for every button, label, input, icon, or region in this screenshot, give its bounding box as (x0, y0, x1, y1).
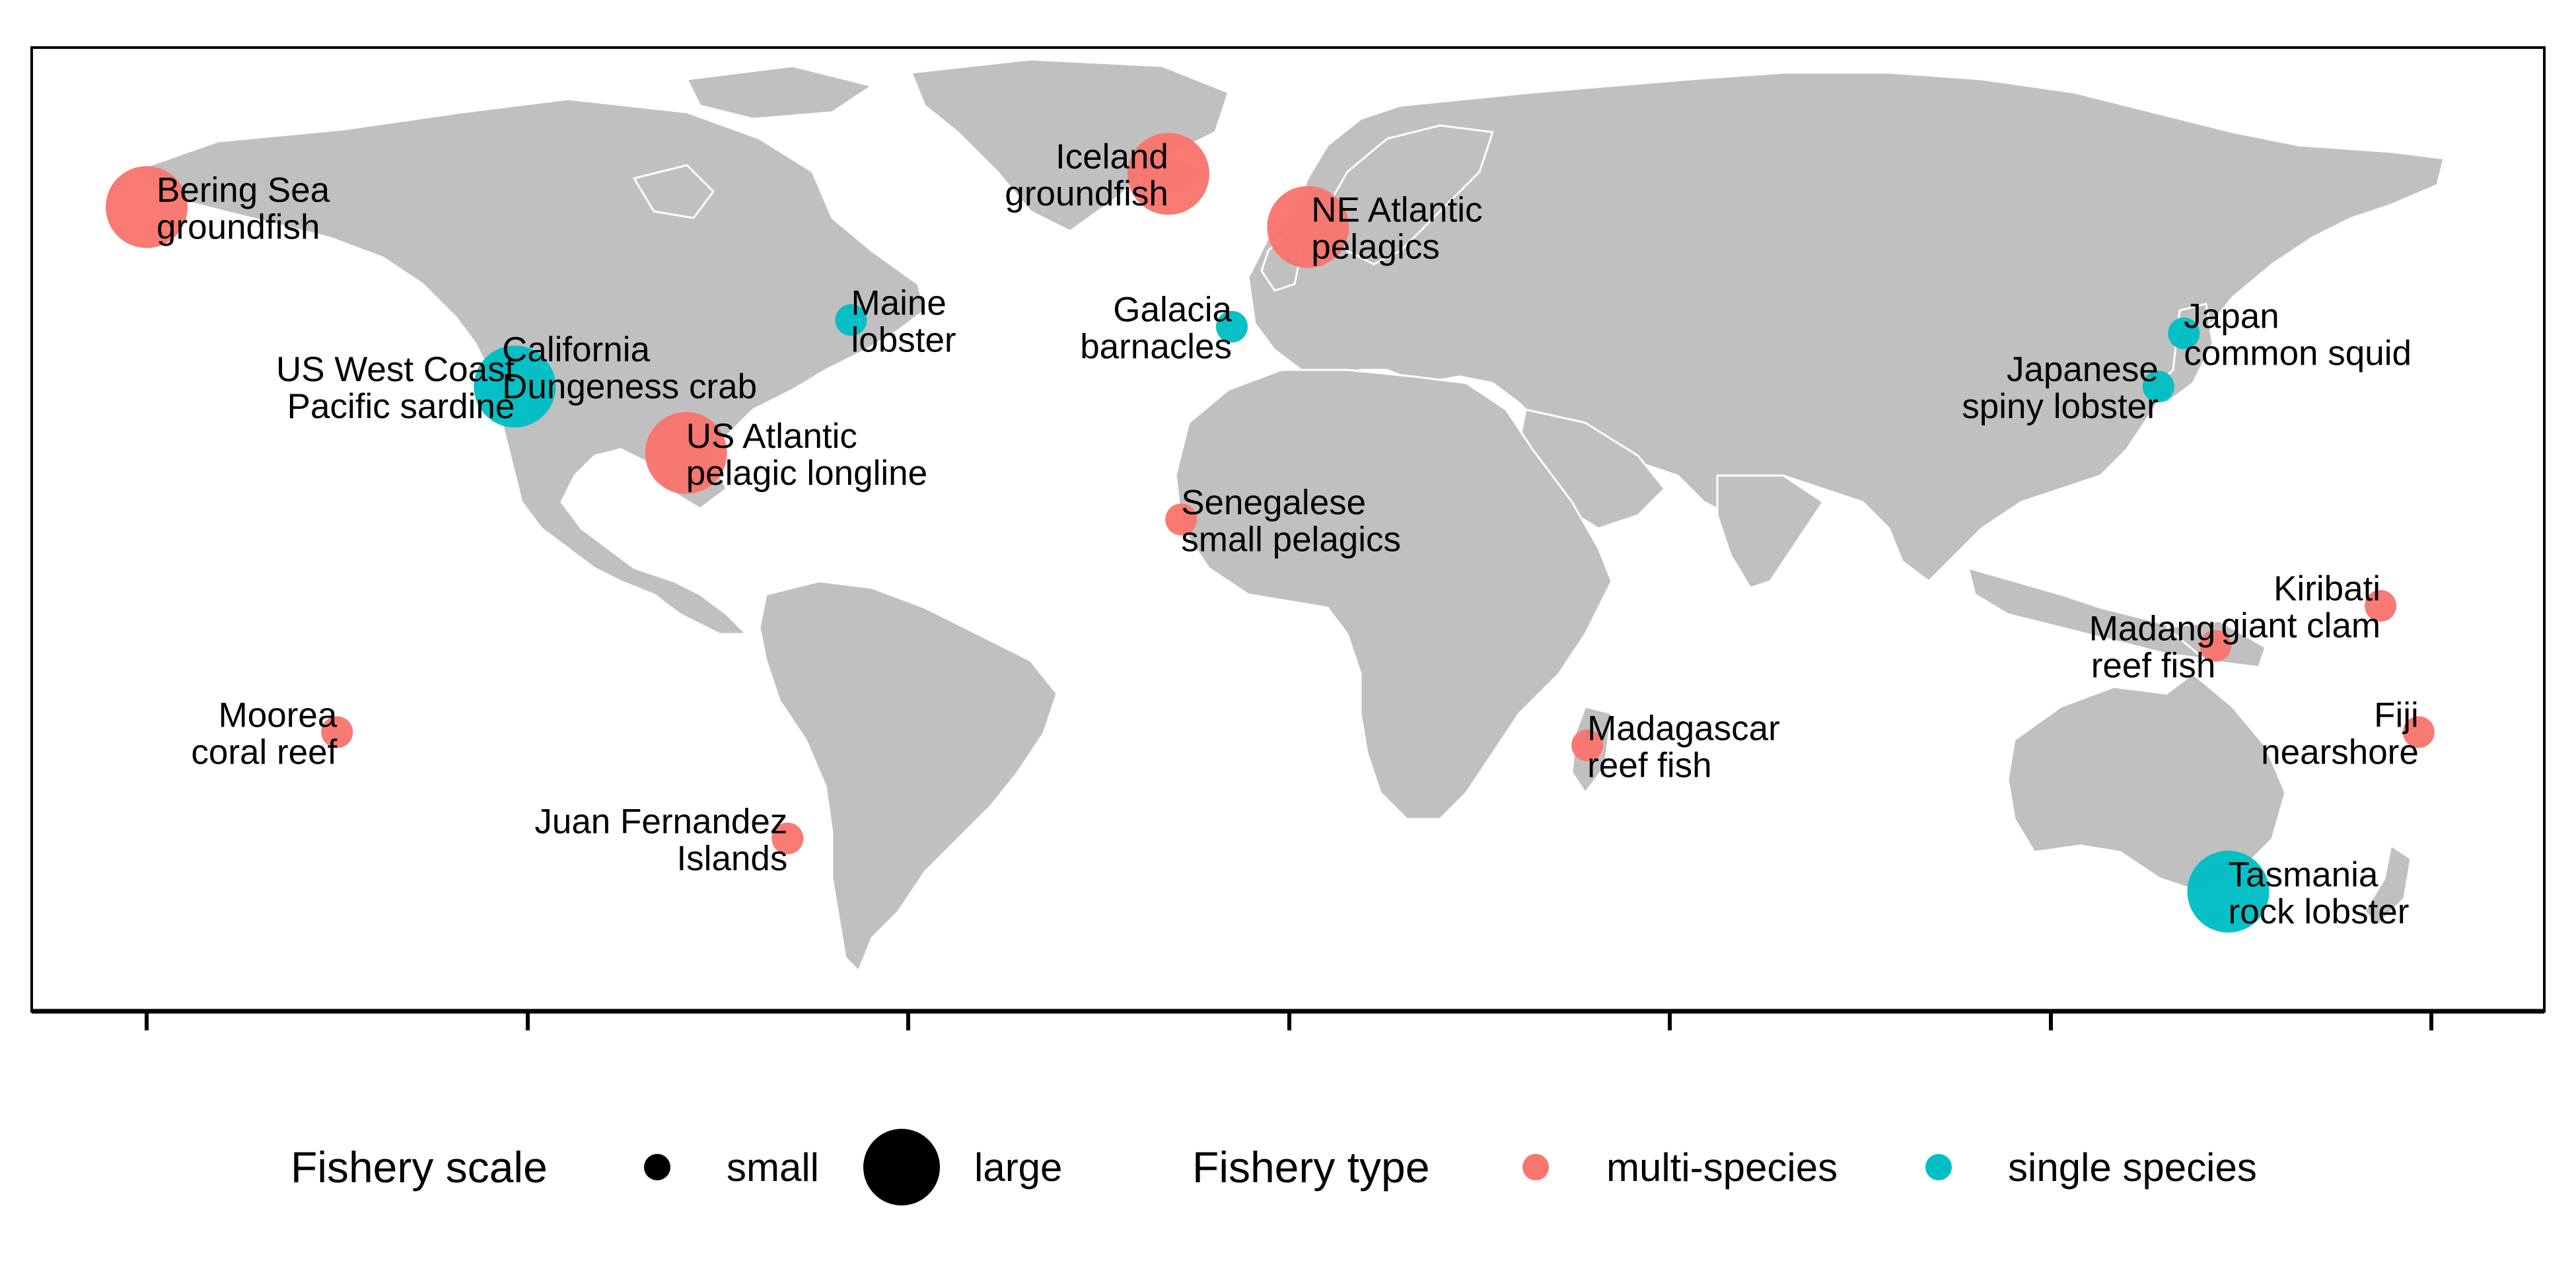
fishery-label: Kiribati giant clam (2221, 569, 2381, 645)
land-hudson-bay-islands (633, 164, 715, 219)
legend-scale-small-label: small (727, 1145, 819, 1190)
fishery-marker (2187, 850, 2270, 933)
fishery-label: US West Coast Pacific sardine (276, 350, 515, 426)
fishery-label: Galacia barnacles (1080, 291, 1232, 367)
legend-type-multi-label: multi-species (1606, 1145, 1838, 1190)
fishery-label: Madang reef fish (2089, 610, 2216, 686)
fishery-marker (1165, 503, 1198, 536)
land-arctic-islands (686, 65, 873, 120)
fishery-label-line: coral reef (191, 733, 337, 771)
fishery-marker (2200, 629, 2232, 662)
fishery-marker (1127, 133, 1209, 215)
fishery-label-line: reef fish (1587, 746, 1712, 785)
fishery-label-line: Iceland (1055, 137, 1168, 176)
fishery-label-line: groundfish (157, 208, 320, 247)
fishery-label-line: Fiji (2374, 696, 2419, 734)
fishery-label-line: Kiribati (2273, 569, 2380, 608)
land-eurasia (1247, 71, 2445, 583)
fishery-label: Madagascar reef fish (1587, 709, 1780, 785)
fishery-label-line: Japanese (2007, 350, 2159, 389)
fishery-label: Juan Fernandez Islands (534, 802, 787, 878)
fishery-label: Japanese spiny lobster (1962, 350, 2159, 426)
fishery-marker (2365, 590, 2397, 622)
fishery-label: California Dungeness crab (502, 330, 757, 406)
fishery-marker (2168, 317, 2200, 349)
fishery-label: Moorea coral reef (191, 696, 337, 771)
legend-type-multi-symbol (1522, 1154, 1549, 1180)
land-new-zealand (2363, 844, 2412, 926)
legend-scale-large-symbol (863, 1129, 940, 1205)
fishery-label-line: Madang (2089, 610, 2216, 649)
fishery-label-line: Maine (851, 284, 947, 323)
legend-scale-large-label: large (974, 1145, 1062, 1190)
fishery-label-line: common squid (2184, 334, 2412, 373)
fishery-label-line: Juan Fernandez (534, 802, 787, 841)
fishery-label-line: Galacia (1113, 291, 1232, 330)
fishery-label-line: barnacles (1080, 328, 1232, 367)
fishery-label: Bering Sea groundfish (157, 171, 330, 247)
fishery-label-line: groundfish (1005, 174, 1168, 213)
land-africa (1174, 369, 1613, 820)
fishery-markers (106, 133, 2435, 933)
fishery-label: Fiji nearshore (2261, 696, 2419, 771)
fishery-label-line: Japan (2184, 297, 2279, 336)
fishery-marker (835, 304, 867, 336)
legend-scale-title: Fishery scale (291, 1143, 548, 1192)
fishery-label-line: Islands (676, 839, 787, 878)
land-greenland (910, 58, 1230, 233)
fishery-label-line: NE Atlantic (1311, 191, 1482, 230)
fishery-label-line: pelagic longline (686, 454, 927, 493)
fishery-label-line: US West Coast (276, 350, 515, 389)
land-scandinavia (1320, 124, 1494, 266)
fishery-label-line: nearshore (2261, 733, 2419, 771)
fishery-label: Tasmania rock lobster (2229, 855, 2410, 931)
fishery-label-line: lobster (851, 321, 956, 360)
legend: Fishery scale small large Fishery type m… (291, 1129, 2257, 1205)
fishery-marker (771, 822, 804, 855)
fishery-label-line: small pelagics (1181, 520, 1401, 559)
fishery-label-line: rock lobster (2229, 892, 2410, 931)
fishery-marker (2402, 716, 2435, 748)
fishery-label-line: Pacific sardine (287, 387, 515, 426)
fishery-label-line: Bering Sea (157, 171, 330, 210)
fishery-marker (1571, 729, 1604, 762)
legend-type-single-symbol (1925, 1154, 1952, 1180)
fishery-label: Maine lobster (851, 284, 956, 360)
land-australia (2007, 672, 2287, 893)
fishery-marker (1216, 310, 1248, 343)
land-india (1716, 474, 1824, 589)
fishery-marker (106, 166, 188, 248)
fishery-label: Senegalese small pelagics (1181, 483, 1401, 559)
fishery-label-line: Moorea (219, 696, 338, 734)
fishery-label-line: US Atlantic (686, 417, 857, 456)
fishery-marker (321, 716, 353, 748)
fishery-label: NE Atlantic pelagics (1311, 191, 1482, 267)
fishery-label: US Atlantic pelagic longline (686, 417, 927, 493)
fishery-label-line: spiny lobster (1962, 387, 2159, 426)
fishery-label-line: Dungeness crab (502, 367, 757, 406)
fishery-label-line: giant clam (2221, 606, 2381, 645)
fishery-label-line: Tasmania (2229, 855, 2379, 894)
fishery-marker (1267, 186, 1349, 268)
fishery-marker (474, 345, 556, 428)
axis-ticks (145, 1011, 2433, 1030)
fishery-marker (2142, 371, 2174, 403)
fishery-label-line: Senegalese (1181, 483, 1366, 522)
fishery-label-line: California (502, 330, 650, 369)
fishery-label-line: reef fish (2091, 647, 2216, 686)
legend-scale-small-symbol (644, 1154, 670, 1180)
fishery-label-line: pelagics (1311, 228, 1439, 267)
legend-type-title: Fishery type (1192, 1143, 1429, 1192)
legend-type-single-label: single species (2008, 1145, 2257, 1190)
fishery-label: Japan common squid (2184, 297, 2412, 373)
land-south-america (758, 580, 1058, 972)
fishery-label: Iceland groundfish (1005, 137, 1168, 213)
fishery-label-line: Madagascar (1587, 709, 1780, 748)
fishery-marker (645, 411, 727, 494)
